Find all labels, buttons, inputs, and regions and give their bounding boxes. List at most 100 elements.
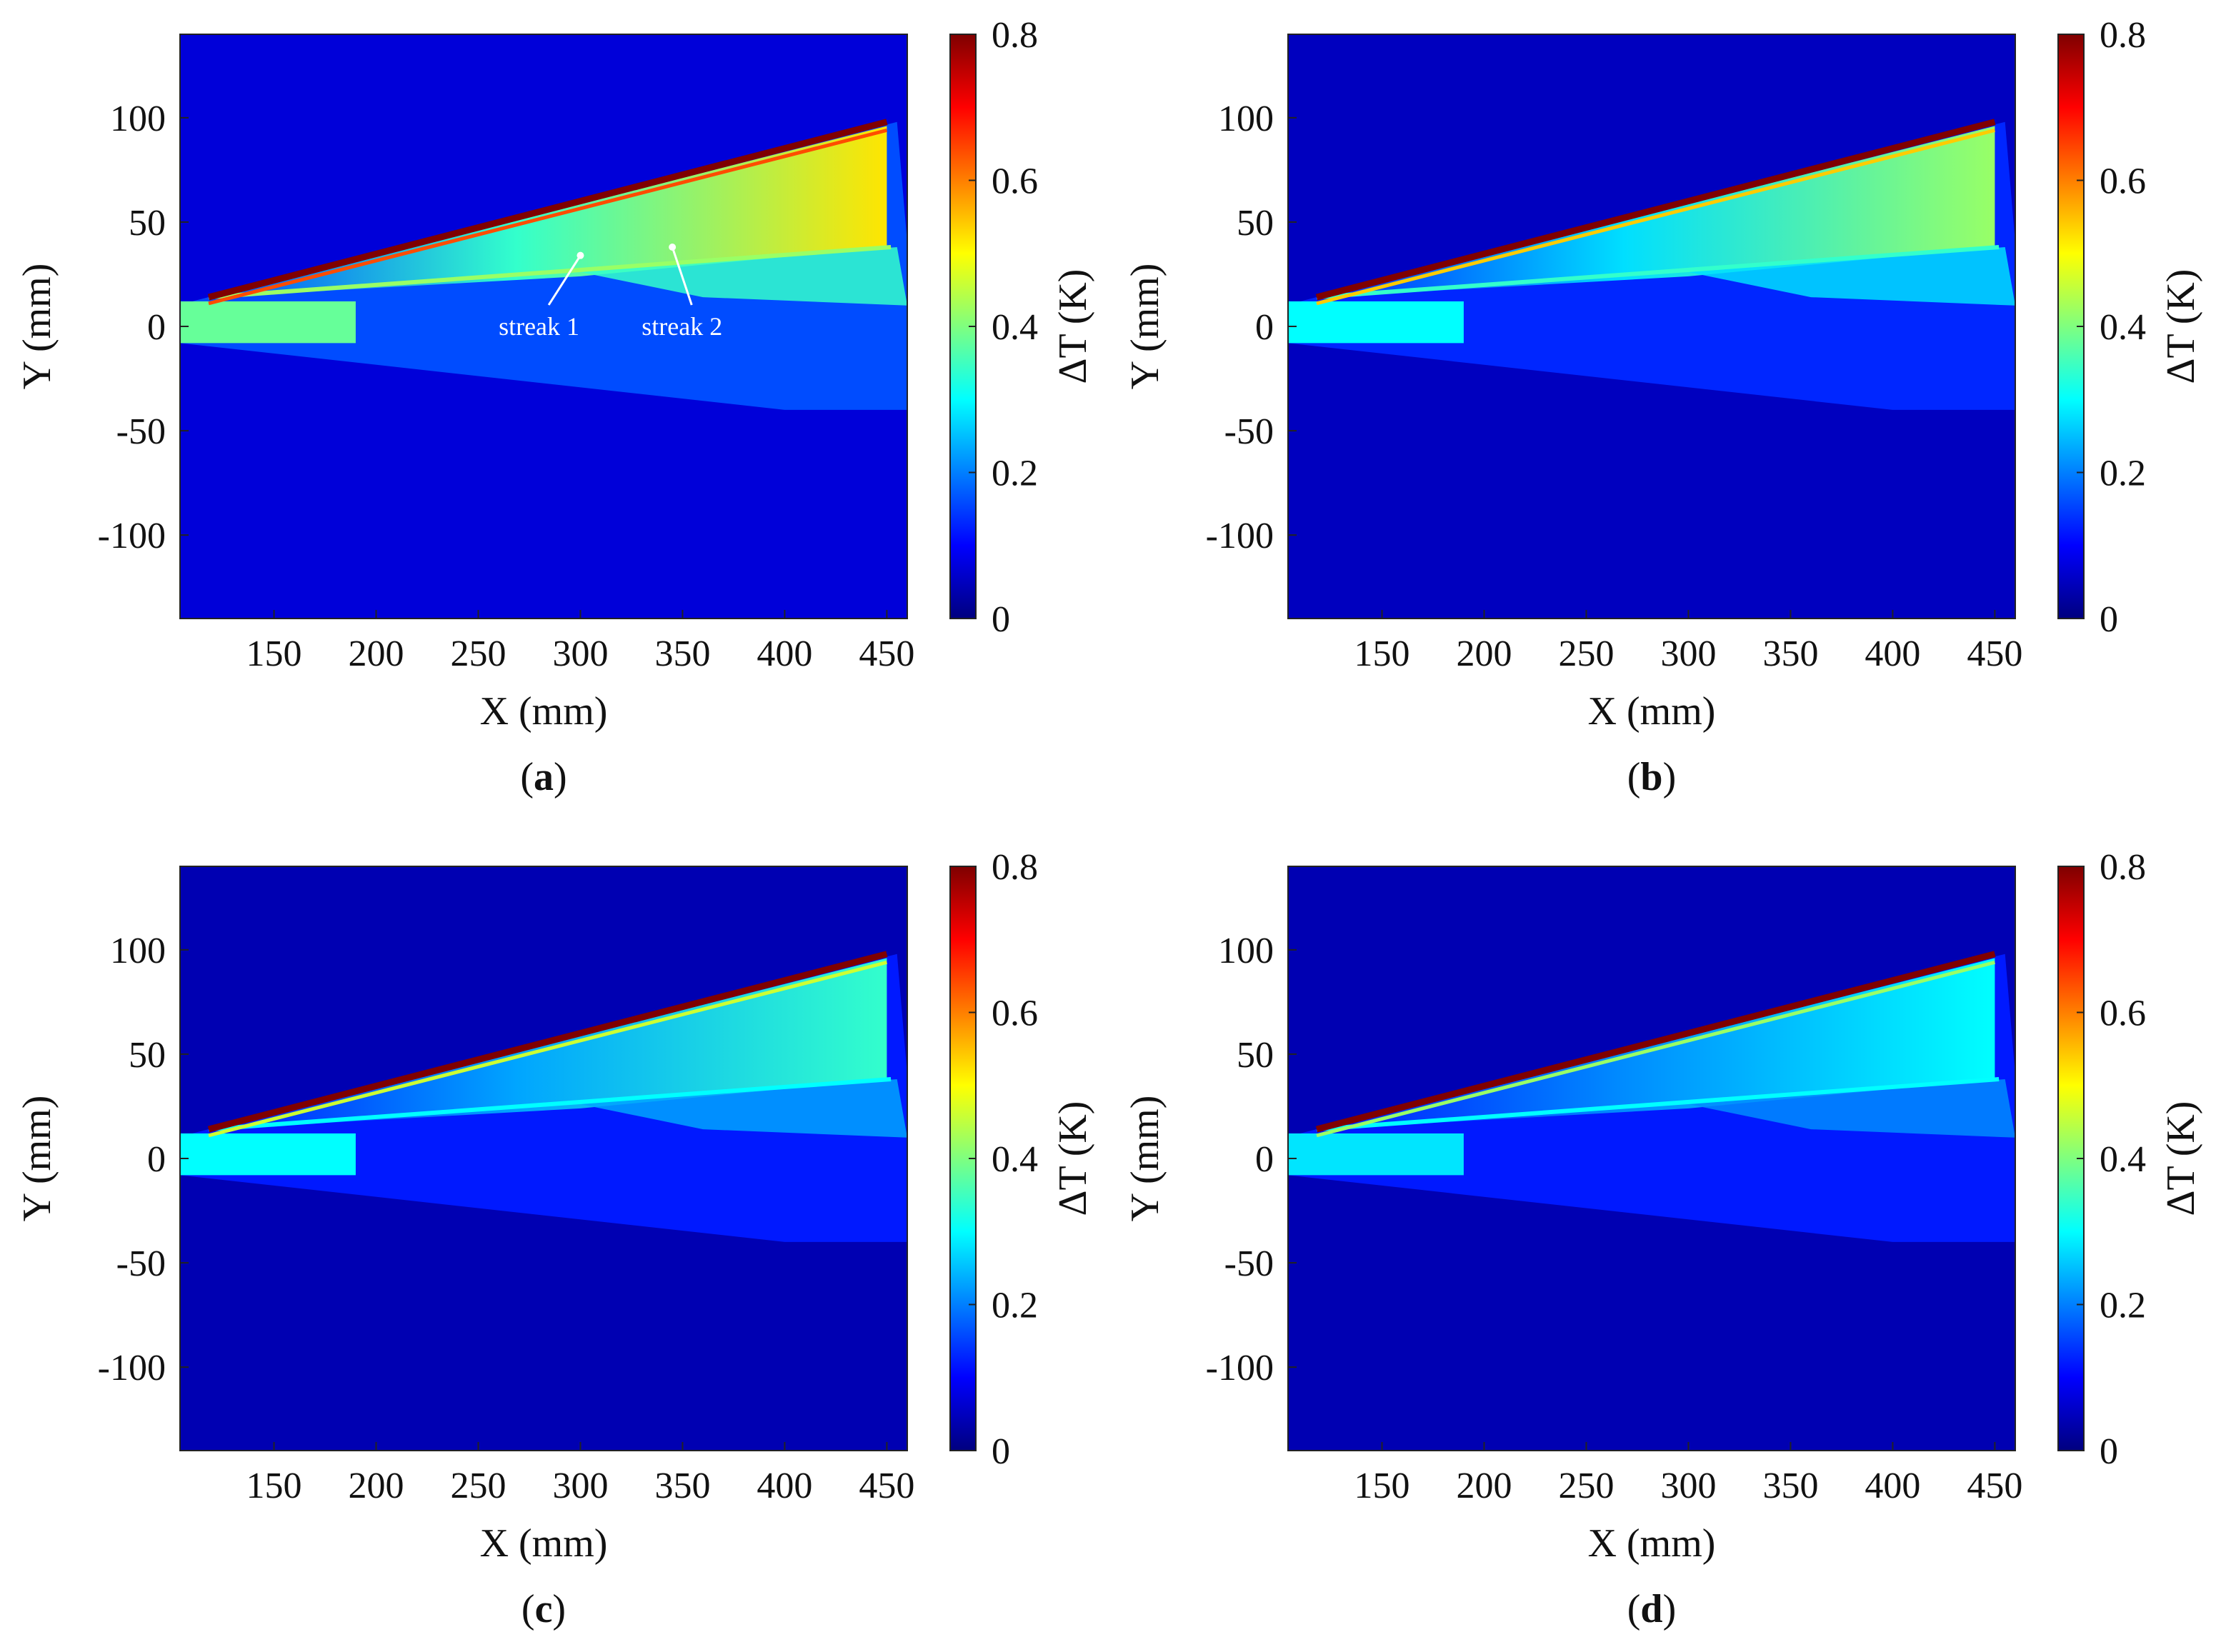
x-tick-label: 300 bbox=[1660, 634, 1716, 674]
colorbar-tick-label: 0.2 bbox=[992, 1286, 1038, 1326]
annotation-arrow bbox=[547, 254, 582, 306]
y-tick-label: -100 bbox=[1206, 516, 1274, 556]
streak-line bbox=[208, 1076, 892, 1132]
colorbar-tick-label: 0.2 bbox=[992, 454, 1038, 494]
annotation: streak 1 bbox=[499, 251, 584, 341]
heated-band-lower bbox=[580, 247, 907, 306]
x-axis-title: X (mm) bbox=[1588, 689, 1716, 734]
colorbar-tick-label: 0 bbox=[992, 599, 1010, 640]
x-axis-title: X (mm) bbox=[480, 1521, 608, 1566]
colorbar-tick-label: 0.8 bbox=[2100, 847, 2146, 888]
x-tick-label: 350 bbox=[1762, 1466, 1818, 1506]
x-tick-label: 300 bbox=[552, 634, 608, 674]
panel-caption: (a) bbox=[520, 755, 567, 799]
x-tick-label: 450 bbox=[1967, 634, 2022, 674]
colorbar-tick-label: 0.4 bbox=[2100, 1139, 2146, 1180]
leading-edge-line bbox=[1315, 951, 1996, 1133]
panel-caption: (c) bbox=[521, 1587, 566, 1631]
annotation-label: streak 1 bbox=[499, 312, 579, 341]
x-tick-label: 450 bbox=[859, 634, 914, 674]
panel-caption: (d) bbox=[1627, 1587, 1676, 1631]
heated-band-lower bbox=[1688, 247, 2015, 306]
y-tick-label: -50 bbox=[116, 1243, 166, 1284]
colorbar-tick-label: 0 bbox=[2100, 1431, 2118, 1472]
x-tick-label: 250 bbox=[450, 634, 506, 674]
y-tick-label: 0 bbox=[147, 307, 166, 348]
colorbar-tick-label: 0.8 bbox=[992, 15, 1038, 56]
y-tick-label: 100 bbox=[110, 99, 166, 139]
y-axis-title: Y (mm) bbox=[1123, 264, 1167, 390]
x-tick-label: 200 bbox=[349, 634, 404, 674]
leading-edge-halo bbox=[1316, 960, 1996, 1138]
y-tick-label: -50 bbox=[1224, 411, 1274, 452]
upstream-region bbox=[180, 301, 356, 344]
panel-caption-letter: a bbox=[534, 755, 554, 799]
panel-caption-letter: b bbox=[1640, 755, 1662, 799]
upstream-region bbox=[1288, 301, 1464, 344]
y-tick-label: 0 bbox=[1255, 307, 1274, 348]
leading-edge-halo bbox=[208, 960, 888, 1138]
y-tick-label: -100 bbox=[1206, 1348, 1274, 1388]
upstream-region bbox=[180, 1133, 356, 1176]
colorbar-tick-label: 0.4 bbox=[2100, 307, 2146, 348]
heatmap-image bbox=[180, 34, 907, 619]
annotation-label: streak 2 bbox=[642, 312, 722, 341]
annotation-arrowhead bbox=[669, 243, 677, 251]
x-tick-label: 150 bbox=[246, 634, 302, 674]
heated-band-lower bbox=[580, 1079, 907, 1138]
y-tick-label: -50 bbox=[1224, 1243, 1274, 1284]
x-tick-label: 400 bbox=[1865, 1466, 1920, 1506]
annotation-arrow bbox=[671, 246, 693, 306]
streak-line bbox=[1316, 1076, 2000, 1132]
colorbar-tick-label: 0.4 bbox=[992, 307, 1038, 348]
colorbar-tick-label: 0.6 bbox=[992, 161, 1038, 202]
y-tick-label: 100 bbox=[1218, 99, 1274, 139]
heated-band-upper bbox=[212, 958, 887, 1130]
streak-line bbox=[208, 244, 892, 300]
x-tick-label: 200 bbox=[1457, 634, 1512, 674]
colorbar-title: ΔT (K) bbox=[1051, 1101, 1095, 1216]
colorbar-tick-label: 0 bbox=[2100, 599, 2118, 640]
heatmap-panel-a: streak 1 streak 2 150 200 250 300 350 400 450 100… bbox=[15, 15, 1095, 799]
streak-line bbox=[1316, 244, 2000, 300]
x-tick-label: 300 bbox=[552, 1466, 608, 1506]
colorbar-title: ΔT (K) bbox=[2159, 269, 2203, 384]
x-tick-label: 200 bbox=[1457, 1466, 1512, 1506]
heatmap-panel-d: 150 200 250 300 350 400 450 100 50 0 -50 -100 X (mm)… bbox=[1123, 847, 2203, 1631]
x-tick-label: 400 bbox=[757, 634, 812, 674]
x-tick-label: 350 bbox=[654, 1466, 710, 1506]
y-tick-label: -100 bbox=[98, 516, 166, 556]
colorbar-tick-label: 0.2 bbox=[2100, 1286, 2146, 1326]
leading-edge-line bbox=[1315, 119, 1996, 301]
x-tick-label: 200 bbox=[349, 1466, 404, 1506]
heated-band-upper bbox=[1320, 958, 1995, 1130]
x-axis-title: X (mm) bbox=[1588, 1521, 1716, 1566]
y-tick-label: -100 bbox=[98, 1348, 166, 1388]
panel-caption: (b) bbox=[1627, 755, 1676, 799]
x-tick-label: 250 bbox=[450, 1466, 506, 1506]
upstream-region bbox=[1288, 1133, 1464, 1176]
y-tick-label: 100 bbox=[110, 931, 166, 971]
colorbar-tick-label: 0 bbox=[992, 1431, 1010, 1472]
leading-edge-line bbox=[207, 951, 888, 1133]
x-tick-label: 400 bbox=[757, 1466, 812, 1506]
panel-caption-letter: d bbox=[1640, 1587, 1662, 1631]
y-tick-label: 0 bbox=[147, 1139, 166, 1180]
y-tick-label: -50 bbox=[116, 411, 166, 452]
y-tick-label: 50 bbox=[129, 203, 166, 244]
colorbar-tick-label: 0.4 bbox=[992, 1139, 1038, 1180]
y-tick-label: 50 bbox=[129, 1035, 166, 1076]
colorbar-tick-label: 0.6 bbox=[2100, 993, 2146, 1034]
heatmap-image bbox=[1288, 34, 2015, 619]
y-axis-title: Y (mm) bbox=[1123, 1096, 1167, 1222]
colorbar-title: ΔT (K) bbox=[1051, 269, 1095, 384]
x-tick-label: 150 bbox=[1354, 634, 1410, 674]
x-tick-label: 150 bbox=[1354, 1466, 1410, 1506]
x-tick-label: 400 bbox=[1865, 634, 1920, 674]
y-tick-label: 50 bbox=[1237, 1035, 1274, 1076]
colorbar-tick-label: 0.8 bbox=[2100, 15, 2146, 56]
colorbar-tick-label: 0.6 bbox=[2100, 161, 2146, 202]
x-tick-label: 250 bbox=[1558, 1466, 1614, 1506]
y-tick-label: 0 bbox=[1255, 1139, 1274, 1180]
colorbar-title: ΔT (K) bbox=[2159, 1101, 2203, 1216]
